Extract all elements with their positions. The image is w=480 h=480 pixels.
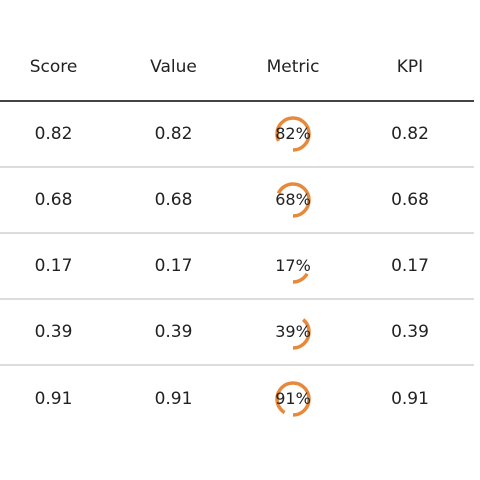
metric-percent-label: 17% xyxy=(275,256,311,275)
score-cell: 0.91 xyxy=(34,389,73,409)
progress-ring-arc xyxy=(275,182,311,218)
column-header-metric[interactable]: Metric xyxy=(240,34,346,100)
score-cell: 0.82 xyxy=(34,124,73,144)
metric-percent-label: 82% xyxy=(275,124,311,143)
column-header-value[interactable]: Value xyxy=(150,57,197,77)
progress-ring-icon xyxy=(275,182,311,218)
metric-progress-ring: 17% xyxy=(273,246,313,286)
table-row: 0.39 0.39 39% 0.39 xyxy=(0,300,474,366)
metric-cell: 68% xyxy=(240,168,346,232)
value-cell: 0.91 xyxy=(154,389,193,409)
score-cell: 0.39 xyxy=(34,322,73,342)
value-cell: 0.17 xyxy=(154,256,193,276)
column-header-metric-label: Metric xyxy=(266,57,320,77)
metric-cell: 17% xyxy=(240,234,346,298)
value-cell: 0.82 xyxy=(154,124,193,144)
kpi-cell: 0.17 xyxy=(391,256,429,276)
metric-cell: 39% xyxy=(240,300,346,364)
progress-ring-arc xyxy=(275,314,311,350)
kpi-cell: 0.91 xyxy=(391,389,429,409)
progress-ring-icon xyxy=(275,116,311,152)
metric-progress-ring: 82% xyxy=(273,114,313,154)
metric-percent-label: 39% xyxy=(275,322,311,341)
column-header-score[interactable]: Score xyxy=(29,57,78,77)
table-row: 0.91 0.91 91% 0.91 xyxy=(0,366,474,432)
progress-ring-icon xyxy=(275,248,311,284)
progress-ring-arc xyxy=(275,381,311,417)
data-table: Score Value Metric KPI 0.82 0.82 82% 0.8… xyxy=(0,34,474,432)
table-row: 0.82 0.82 82% 0.82 xyxy=(0,102,474,168)
metric-cell: 91% xyxy=(240,366,346,432)
score-cell: 0.68 xyxy=(34,190,73,210)
kpi-cell: 0.68 xyxy=(391,190,429,210)
metric-cell: 82% xyxy=(240,102,346,166)
progress-ring-arc xyxy=(275,116,311,152)
metric-percent-label: 91% xyxy=(275,389,311,408)
table-row: 0.68 0.68 68% 0.68 xyxy=(0,168,474,234)
value-cell: 0.39 xyxy=(154,322,193,342)
progress-ring-arc xyxy=(275,248,311,284)
metric-progress-ring: 68% xyxy=(273,180,313,220)
score-cell: 0.17 xyxy=(34,256,73,276)
metric-progress-ring: 91% xyxy=(273,379,313,419)
value-cell: 0.68 xyxy=(154,190,193,210)
progress-ring-icon xyxy=(275,381,311,417)
kpi-cell: 0.82 xyxy=(391,124,429,144)
metric-progress-ring: 39% xyxy=(273,312,313,352)
kpi-cell: 0.39 xyxy=(391,322,429,342)
metric-percent-label: 68% xyxy=(275,190,311,209)
progress-ring-icon xyxy=(275,314,311,350)
table-row: 0.17 0.17 17% 0.17 xyxy=(0,234,474,300)
table-header-row: Score Value Metric KPI xyxy=(0,34,474,102)
column-header-kpi[interactable]: KPI xyxy=(396,57,424,77)
